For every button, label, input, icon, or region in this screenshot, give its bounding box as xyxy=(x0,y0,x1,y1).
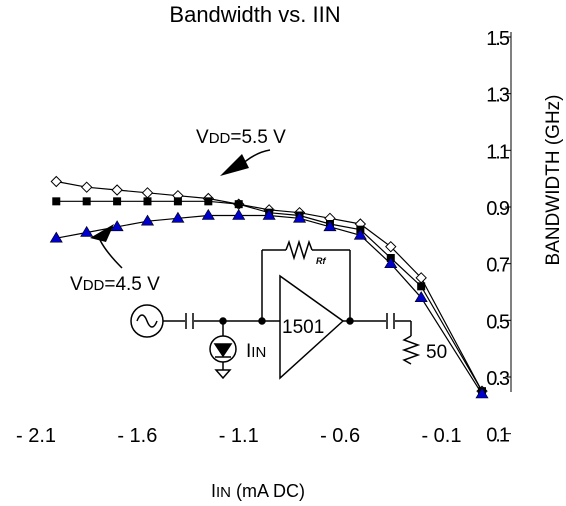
load-resistor-icon xyxy=(404,336,418,364)
ground-icon xyxy=(216,370,230,378)
y-tick-label: 1.1 xyxy=(486,141,510,163)
annotation-vdd-high-rest: =5.5 V xyxy=(230,127,286,148)
y-ticks: 0.1 0.3 0.5 0.7 0.9 1.1 1.3 1.5 xyxy=(486,28,511,447)
data-point xyxy=(83,197,91,205)
x-ticks: - 2.1 - 1.6 - 1.1 - 0.6 - 0.1 xyxy=(16,425,461,447)
data-point xyxy=(235,200,243,208)
annotation-arrow-low xyxy=(100,240,122,268)
y-tick-label: 0.5 xyxy=(486,311,510,333)
data-point xyxy=(112,185,122,195)
data-point xyxy=(172,212,184,222)
feedback-resistor-label: Rf xyxy=(316,256,326,266)
node-output xyxy=(347,318,353,324)
data-point xyxy=(204,197,212,205)
y-tick-label: 0.3 xyxy=(486,368,510,390)
annotation-arrowhead-low xyxy=(90,224,114,242)
current-source-label-sub: IN xyxy=(251,344,266,361)
y-tick-label: 1.5 xyxy=(486,28,510,50)
data-point xyxy=(142,215,154,225)
data-point xyxy=(233,210,245,220)
x-tick-label: - 0.6 xyxy=(320,425,360,447)
feedback-resistor-icon xyxy=(286,242,312,258)
y-axis-label: BANDWIDTH (GHz) xyxy=(543,95,564,266)
inset-circuit xyxy=(131,242,418,378)
data-point xyxy=(51,177,61,187)
data-point xyxy=(143,188,153,198)
annotation-vdd-low-main: V xyxy=(70,274,83,295)
x-tick-label: - 1.6 xyxy=(117,425,157,447)
current-source-label: IIN xyxy=(246,341,266,362)
x-axis-label-sub: IN xyxy=(216,484,231,501)
y-tick-label: 0.9 xyxy=(486,198,510,220)
annotation-vdd-low-sub: DD xyxy=(83,277,105,294)
y-tick-label: 1.3 xyxy=(486,85,510,107)
data-point xyxy=(417,282,425,290)
x-tick-label: - 1.1 xyxy=(219,425,259,447)
annotation-vdd-low: VDD=4.5 V xyxy=(70,274,160,295)
x-tick-label: - 2.1 xyxy=(16,425,56,447)
chart-title: Bandwidth vs. IIN xyxy=(169,2,340,27)
y-tick-label: 0.7 xyxy=(486,255,510,277)
data-point xyxy=(202,210,214,220)
y-tick-label: 0.1 xyxy=(486,425,510,447)
x-axis-label: IIN (mA DC) xyxy=(211,481,305,501)
x-tick-label: - 0.1 xyxy=(421,425,461,447)
annotation-arrowhead-high xyxy=(220,154,249,176)
load-resistor-label: 50 xyxy=(426,342,447,363)
data-point xyxy=(144,197,152,205)
series-line-2 xyxy=(56,216,482,395)
annotation-vdd-low-rest: =4.5 V xyxy=(104,274,160,295)
data-point xyxy=(113,197,121,205)
data-point xyxy=(52,197,60,205)
x-axis-label-rest: (mA DC) xyxy=(231,481,305,501)
data-point xyxy=(82,182,92,192)
annotation-vdd-high: VDD=5.5 V xyxy=(196,127,286,148)
data-point xyxy=(174,197,182,205)
annotation-vdd-high-main: V xyxy=(196,127,209,148)
opamp-label: 1501 xyxy=(282,317,324,338)
annotation-vdd-high-sub: DD xyxy=(209,130,231,147)
